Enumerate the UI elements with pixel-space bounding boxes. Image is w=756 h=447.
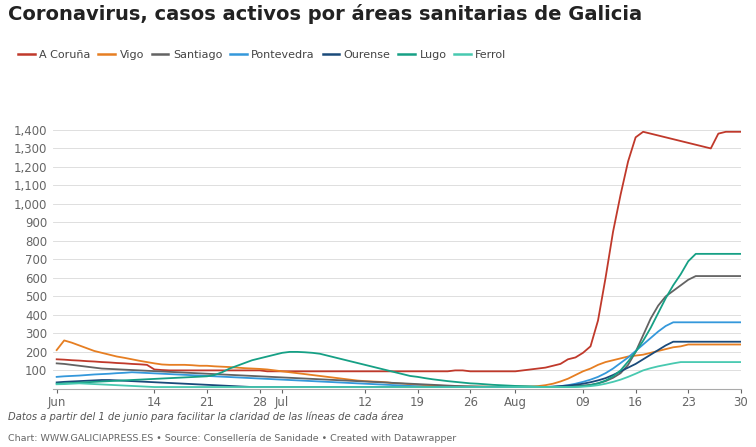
Pontevedra	[428, 384, 437, 390]
Vigo	[609, 358, 618, 363]
Ourense	[668, 339, 677, 344]
Line: Ferrol: Ferrol	[57, 362, 741, 387]
Vigo	[473, 384, 482, 389]
Ourense	[601, 375, 610, 381]
Pontevedra	[466, 384, 475, 390]
Lugo	[52, 381, 61, 386]
Ourense	[466, 384, 475, 390]
Ferrol	[601, 381, 610, 386]
Pontevedra	[563, 383, 572, 388]
A Coruña	[601, 275, 610, 281]
Vigo	[458, 384, 467, 389]
Lugo	[593, 381, 603, 386]
Pontevedra	[609, 366, 618, 371]
A Coruña	[609, 229, 618, 234]
Pontevedra	[601, 371, 610, 376]
Line: Santiago: Santiago	[57, 276, 741, 387]
Santiago	[496, 384, 505, 390]
Text: Coronavirus, casos activos por áreas sanitarias de Galicia: Coronavirus, casos activos por áreas san…	[8, 4, 642, 25]
Ourense	[563, 383, 572, 388]
Line: A Coruña: A Coruña	[57, 132, 741, 371]
A Coruña	[639, 129, 648, 135]
Vigo	[571, 372, 580, 378]
Lugo	[609, 374, 618, 379]
A Coruña	[262, 369, 271, 374]
Santiago	[593, 381, 603, 386]
Lugo	[736, 251, 745, 257]
Lugo	[691, 251, 700, 257]
Ferrol	[609, 379, 618, 384]
A Coruña	[631, 135, 640, 140]
A Coruña	[466, 369, 475, 374]
Ferrol	[52, 382, 61, 387]
Pontevedra	[668, 320, 677, 325]
A Coruña	[563, 357, 572, 362]
Vigo	[736, 342, 745, 347]
Line: Ourense: Ourense	[57, 342, 741, 387]
Ferrol	[736, 359, 745, 365]
Pontevedra	[593, 374, 603, 380]
Santiago	[563, 384, 572, 389]
Pontevedra	[52, 374, 61, 380]
Lugo	[458, 380, 467, 385]
Santiago	[691, 274, 700, 279]
Ourense	[631, 361, 640, 367]
Santiago	[458, 384, 467, 389]
Vigo	[60, 338, 69, 343]
Lugo	[541, 384, 550, 390]
Legend: A Coruña, Vigo, Santiago, Pontevedra, Ourense, Lugo, Ferrol: A Coruña, Vigo, Santiago, Pontevedra, Ou…	[14, 46, 511, 65]
Ferrol	[563, 384, 572, 390]
Ferrol	[466, 384, 475, 390]
Lugo	[563, 384, 572, 390]
Line: Pontevedra: Pontevedra	[57, 322, 741, 387]
Lugo	[601, 378, 610, 383]
Ourense	[52, 380, 61, 385]
Ferrol	[631, 371, 640, 376]
Line: Vigo: Vigo	[57, 341, 741, 387]
Vigo	[52, 347, 61, 353]
Vigo	[616, 356, 625, 361]
Ourense	[248, 384, 257, 390]
Vigo	[639, 352, 648, 357]
Vigo	[601, 359, 610, 365]
Ourense	[736, 339, 745, 344]
Lugo	[631, 349, 640, 354]
A Coruña	[736, 129, 745, 135]
A Coruña	[52, 357, 61, 362]
A Coruña	[593, 318, 603, 323]
Santiago	[601, 379, 610, 384]
Pontevedra	[736, 320, 745, 325]
Ourense	[593, 378, 603, 383]
Ferrol	[150, 384, 159, 390]
Santiago	[609, 375, 618, 380]
Text: Datos a partir del 1 de junio para facilitar la claridad de las líneas de cada á: Datos a partir del 1 de junio para facil…	[8, 412, 403, 422]
Line: Lugo: Lugo	[57, 254, 741, 387]
Pontevedra	[631, 348, 640, 354]
Ferrol	[676, 359, 685, 365]
Ferrol	[593, 383, 603, 388]
Text: Chart: WWW.GALICIAPRESS.ES • Source: Consellería de Sanidade • Created with Data: Chart: WWW.GALICIAPRESS.ES • Source: Con…	[8, 434, 456, 443]
Santiago	[736, 274, 745, 279]
Santiago	[631, 349, 640, 354]
Santiago	[52, 361, 61, 366]
Ourense	[609, 372, 618, 378]
